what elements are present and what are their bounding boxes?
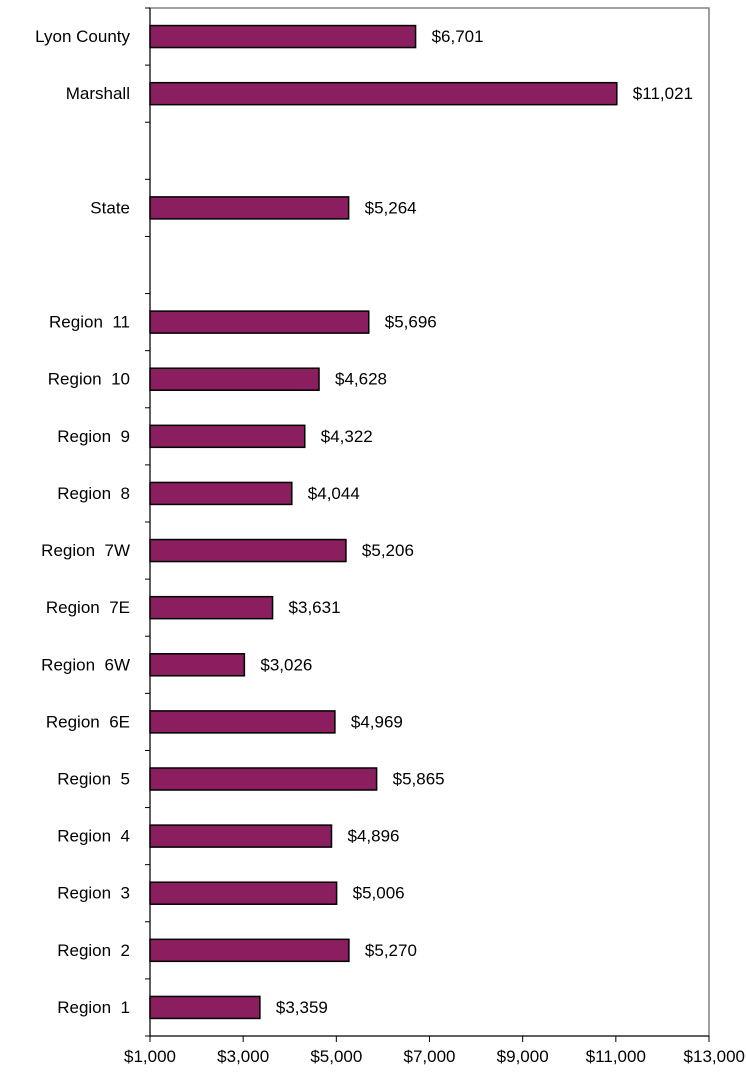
bar xyxy=(149,824,333,848)
data-label: $5,865 xyxy=(393,770,445,789)
bar xyxy=(149,881,338,905)
bar xyxy=(149,310,370,334)
category-label: Region 6W xyxy=(41,655,130,674)
bar xyxy=(149,995,261,1020)
bar xyxy=(149,595,274,620)
bar xyxy=(149,424,306,449)
data-label: $3,359 xyxy=(276,998,328,1017)
category-label: Region 2 xyxy=(57,941,130,960)
x-tick-label: $3,000 xyxy=(217,1047,269,1066)
x-tick-label: $13,000 xyxy=(684,1047,745,1066)
bar xyxy=(149,196,350,220)
category-label: Region 9 xyxy=(57,427,130,446)
data-label: $3,631 xyxy=(289,598,341,617)
category-label: Region 4 xyxy=(57,827,130,846)
category-label: Region 6E xyxy=(46,712,130,731)
category-label: Region 3 xyxy=(57,884,130,903)
data-label: $5,270 xyxy=(365,941,417,960)
data-label: $4,896 xyxy=(347,827,399,846)
category-label: Region 7E xyxy=(46,598,130,617)
data-label: $5,264 xyxy=(365,198,417,217)
category-label: Region 11 xyxy=(49,313,130,332)
bar xyxy=(149,710,336,734)
bar xyxy=(149,538,347,563)
x-tick-label: $5,000 xyxy=(310,1047,362,1066)
bar xyxy=(149,767,378,791)
category-label: State xyxy=(90,198,130,217)
category-label: Lyon County xyxy=(35,27,130,46)
x-tick-label: $1,000 xyxy=(124,1047,176,1066)
category-label: Region 1 xyxy=(57,998,130,1017)
bar xyxy=(149,367,320,391)
data-label: $11,021 xyxy=(633,84,693,103)
bar xyxy=(149,81,618,106)
bar xyxy=(149,938,350,963)
data-label: $6,701 xyxy=(432,27,484,46)
bar xyxy=(149,24,417,49)
category-label: Region 8 xyxy=(57,484,130,503)
bar xyxy=(149,653,246,677)
category-label: Marshall xyxy=(66,84,130,103)
data-label: $4,044 xyxy=(308,484,360,503)
data-label: $4,969 xyxy=(351,712,403,731)
x-tick-label: $11,000 xyxy=(586,1047,646,1066)
x-tick-label: $7,000 xyxy=(404,1047,456,1066)
category-label: Region 5 xyxy=(57,770,130,789)
data-label: $5,696 xyxy=(385,313,437,332)
data-label: $3,026 xyxy=(260,655,312,674)
bar xyxy=(149,481,293,506)
data-label: $5,206 xyxy=(362,541,414,560)
data-label: $4,628 xyxy=(335,370,387,389)
category-label: Region 10 xyxy=(48,370,130,389)
x-tick-label: $9,000 xyxy=(497,1047,549,1066)
category-label: Region 7W xyxy=(41,541,130,560)
data-label: $5,006 xyxy=(353,884,405,903)
data-label: $4,322 xyxy=(321,427,373,446)
